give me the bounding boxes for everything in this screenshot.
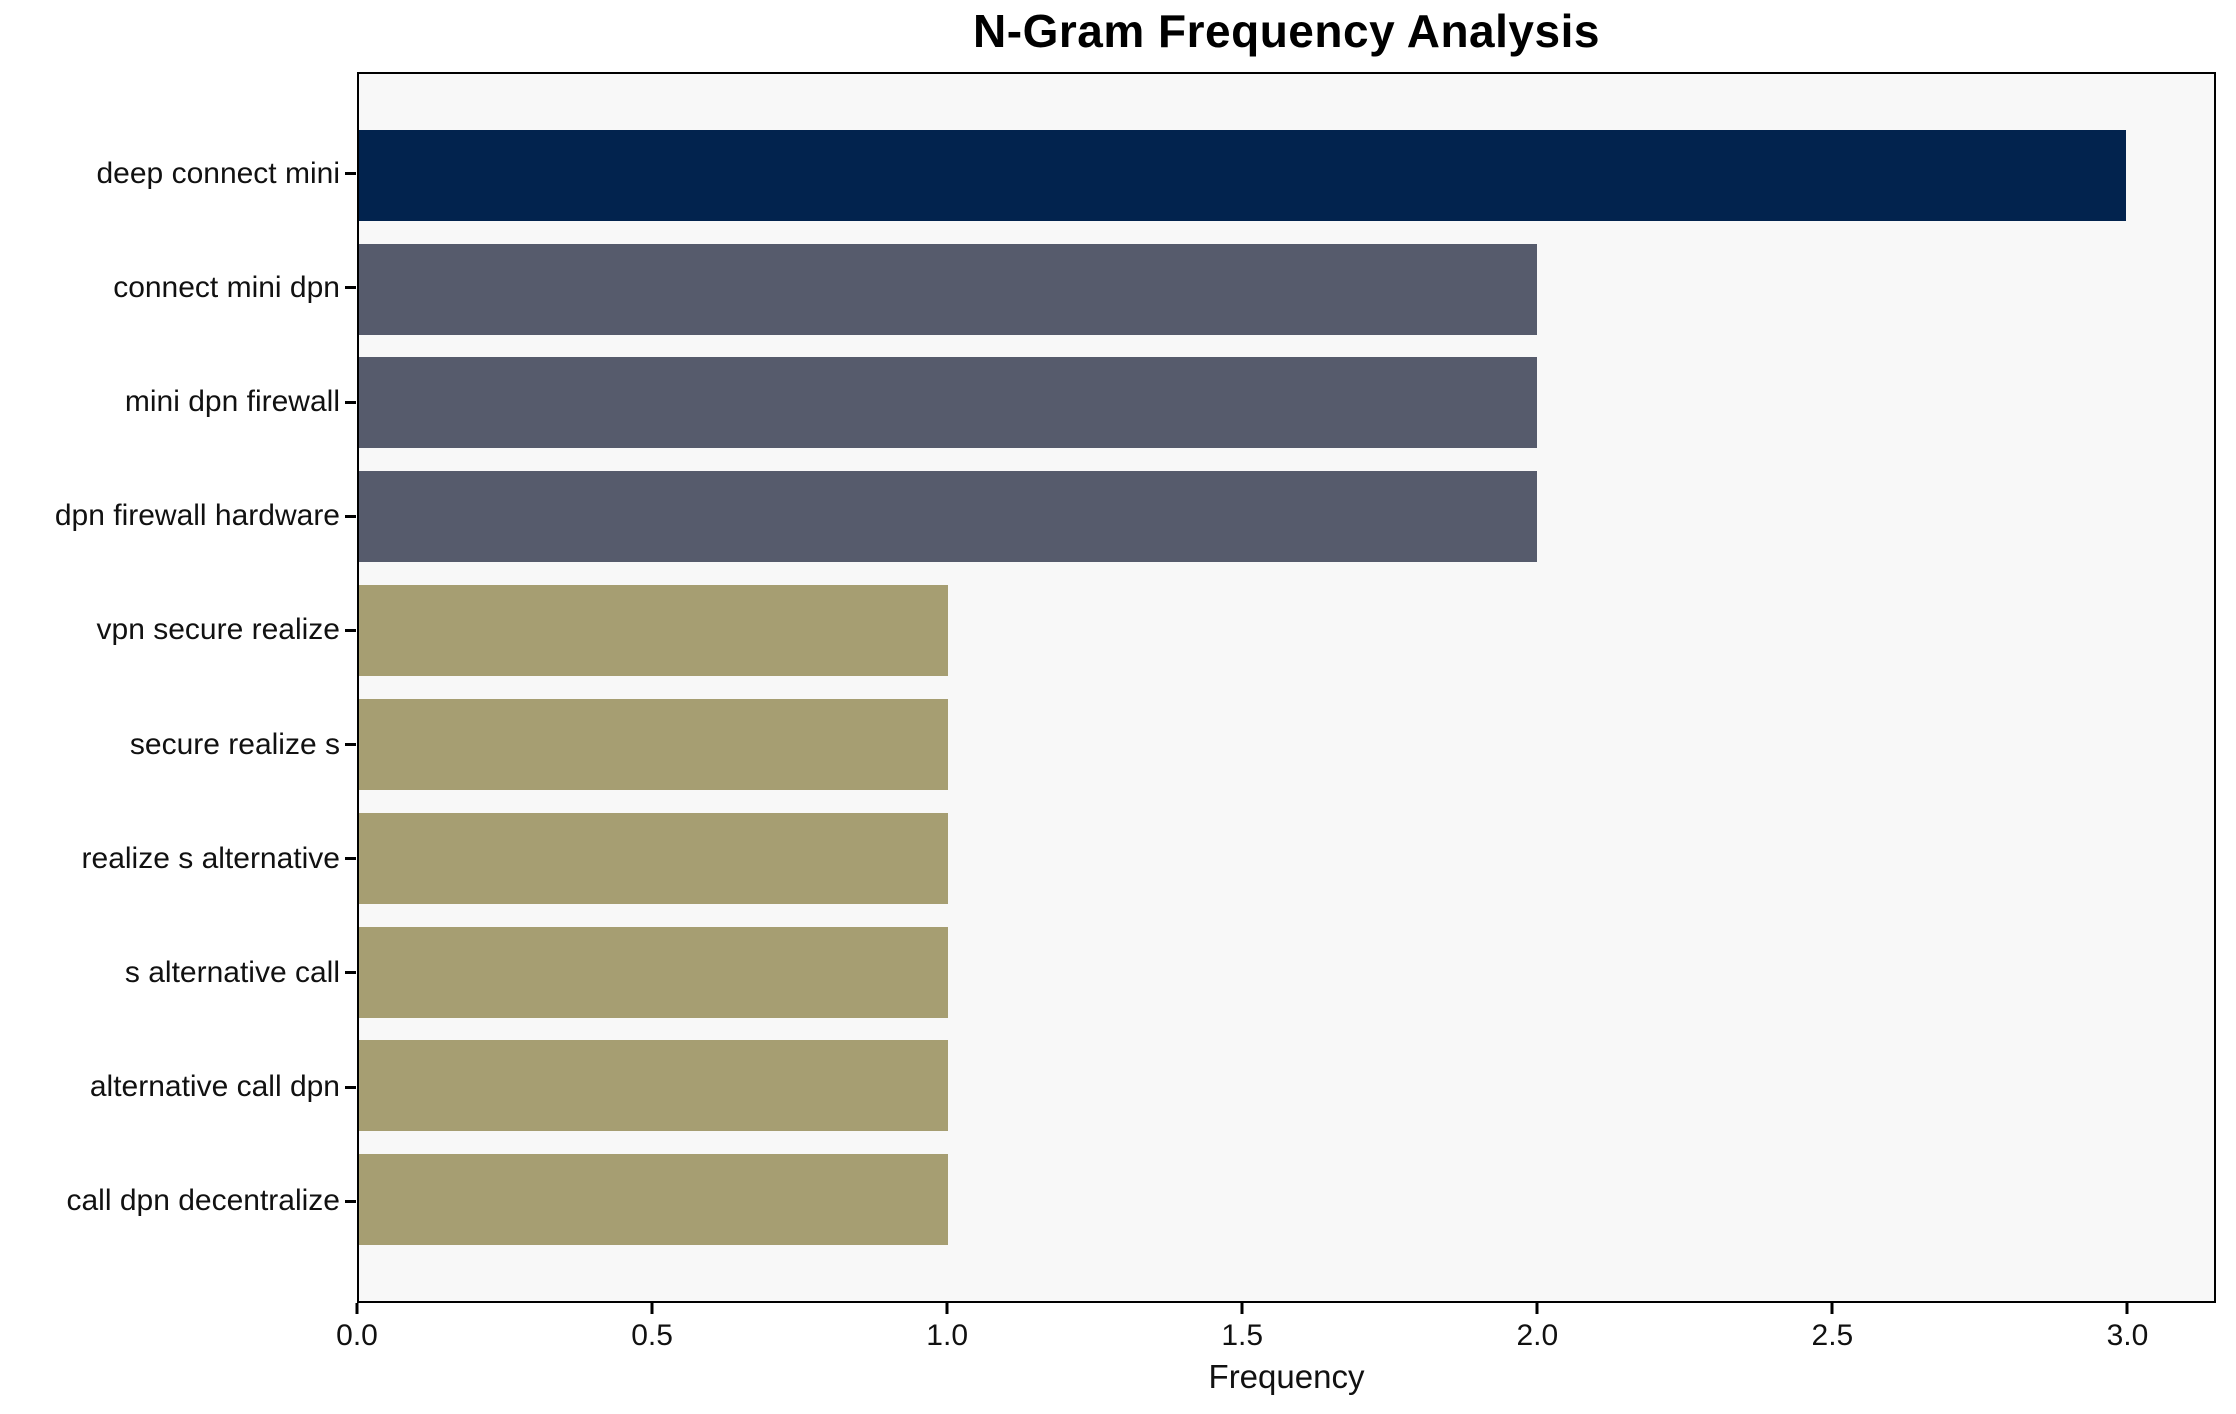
x-axis-title: Frequency [1208, 1358, 1365, 1395]
x-tick-mark [1535, 1303, 1539, 1314]
bar-connect-mini-dpn [359, 243, 1537, 335]
y-axis-label: secure realize s [129, 727, 340, 761]
y-tick-mark [345, 1199, 356, 1203]
y-tick-mark [345, 1085, 356, 1089]
y-axis-label: alternative call dpn [89, 1070, 340, 1104]
x-axis: 0.0 0.5 1.0 1.5 2.0 2.5 3.0 [336, 1303, 2216, 1393]
bar-mini-dpn-firewall [359, 357, 1537, 449]
y-axis-label: vpn secure realize [96, 613, 340, 647]
x-tick-mark [1240, 1303, 1244, 1314]
y-axis-label: deep connect mini [96, 156, 341, 190]
x-tick-label: 3.0 [2106, 1319, 2149, 1352]
y-axis-label: connect mini dpn [113, 270, 340, 304]
x-tick-label: 1.5 [1221, 1319, 1264, 1352]
bar-secure-realize-s [359, 698, 948, 790]
y-tick-mark [345, 971, 356, 975]
x-tick-mark [355, 1303, 359, 1314]
y-axis-labels: deep connect mini connect mini dpn mini dp… [0, 72, 340, 1303]
x-tick-label: 2.5 [1811, 1319, 1854, 1352]
x-tick-label: 1.0 [926, 1319, 969, 1352]
y-axis-label: call dpn decentralize [66, 1184, 340, 1218]
chart-title: N-Gram Frequency Analysis [973, 5, 1600, 57]
y-tick-mark [345, 743, 356, 747]
x-tick-mark [945, 1303, 949, 1314]
x-tick-mark [650, 1303, 654, 1314]
bar-alternative-call-dpn [359, 1040, 948, 1132]
y-tick-mark [345, 286, 356, 290]
x-tick-label: 2.0 [1516, 1319, 1559, 1352]
bar-call-dpn-decentralize [359, 1154, 948, 1246]
y-axis-label: s alternative call [124, 955, 340, 989]
plot-area [357, 72, 2216, 1303]
y-tick-mark [345, 857, 356, 861]
x-tick-mark [2125, 1303, 2129, 1314]
y-tick-mark [345, 514, 356, 518]
bar-dpn-firewall-hardware [359, 471, 1537, 563]
y-axis-label: mini dpn firewall [124, 385, 340, 419]
y-axis-label: dpn firewall hardware [54, 499, 340, 533]
x-tick-label: 0.0 [336, 1319, 378, 1352]
y-tick-mark [345, 628, 356, 632]
x-tick-label: 0.5 [631, 1319, 673, 1352]
y-axis-label: realize s alternative [81, 841, 340, 875]
bar-realize-s-alternative [359, 812, 948, 904]
bar-vpn-secure-realize [359, 585, 948, 677]
x-tick-mark [1830, 1303, 1834, 1314]
y-tick-mark [345, 400, 356, 404]
y-tick-mark [345, 172, 356, 176]
bar-s-alternative-call [359, 926, 948, 1018]
bar-deep-connect-mini [359, 129, 2126, 221]
